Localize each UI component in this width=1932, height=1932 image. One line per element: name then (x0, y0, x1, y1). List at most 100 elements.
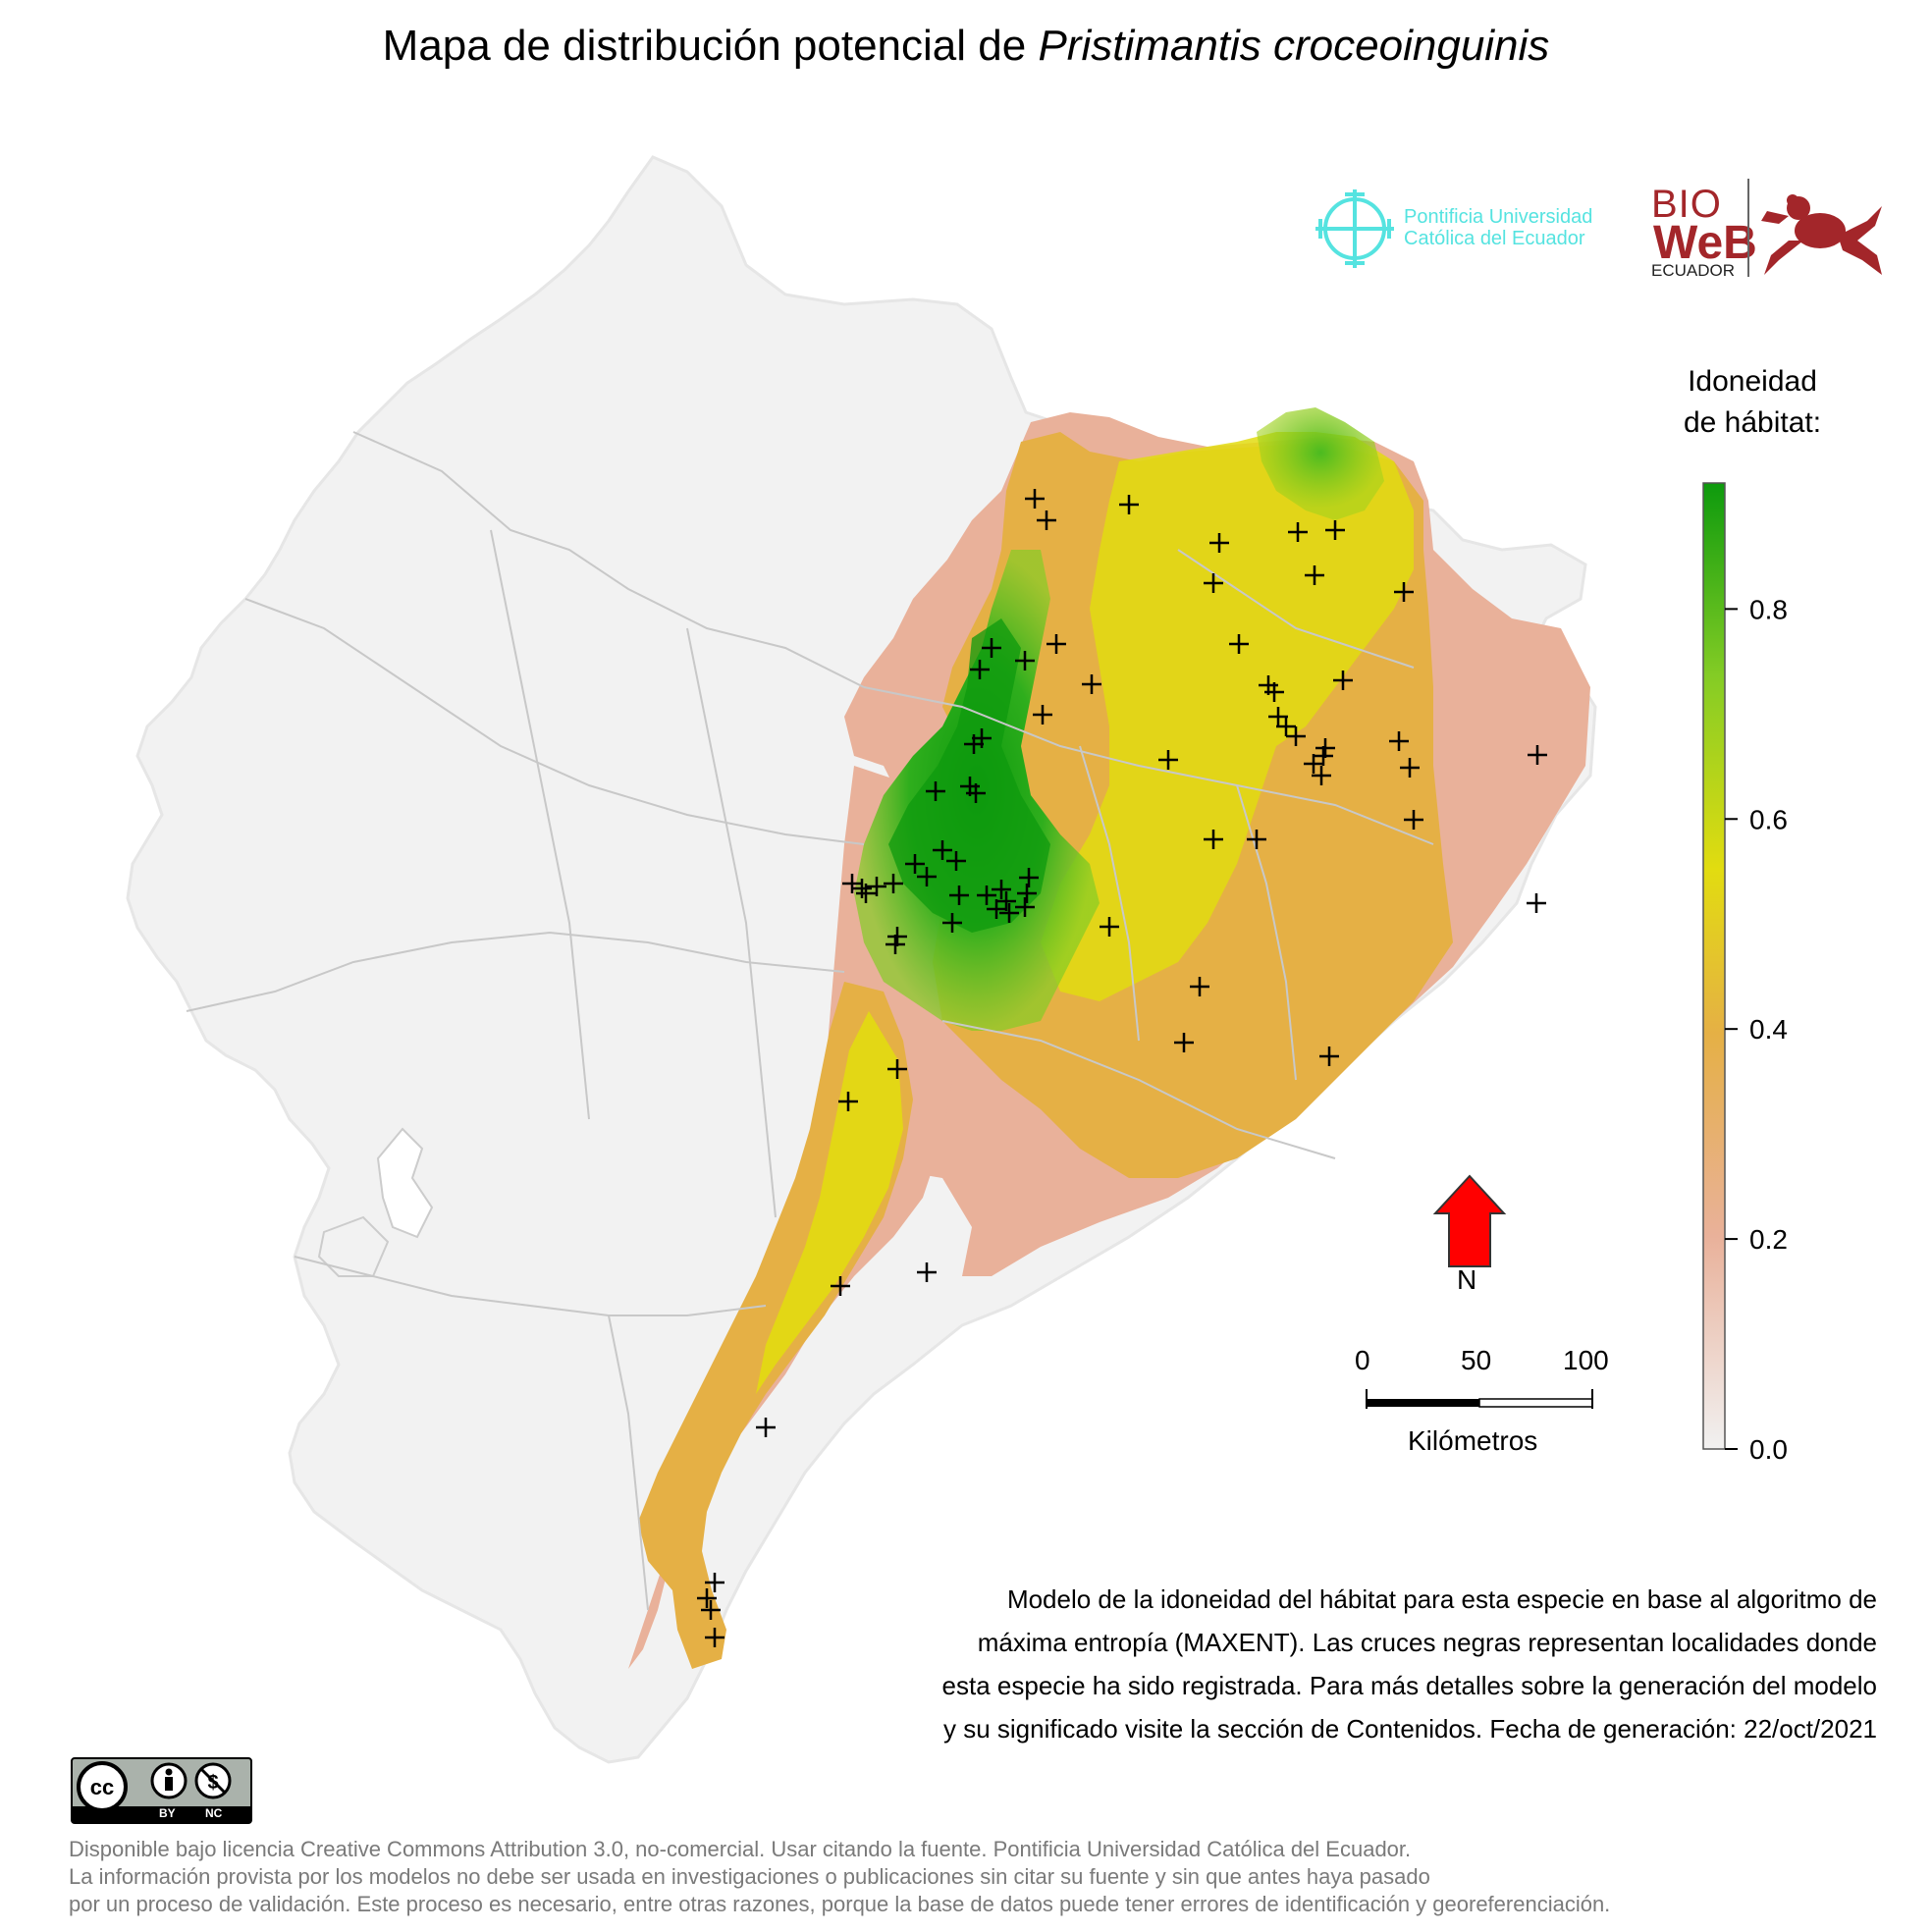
occurrence-cross (705, 1628, 724, 1647)
footer-line1: Disponible bajo licencia Creative Common… (69, 1837, 1412, 1861)
occurrence-cross (905, 854, 925, 874)
occurrence-cross (982, 638, 1001, 658)
occurrence-cross (852, 879, 872, 898)
bioweb-logo: BIO WeB ECUADOR (1639, 179, 1924, 287)
svg-text:cc: cc (90, 1775, 114, 1799)
occurrence-cross (1389, 731, 1409, 751)
puce-emblem-icon (1315, 189, 1394, 268)
occurrence-cross (705, 1573, 724, 1592)
bioweb-logo-line1: BIO (1651, 183, 1722, 226)
map-title-prefix: Mapa de distribución potencial de (382, 22, 1027, 70)
legend-tick-label: 0.6 (1749, 804, 1788, 834)
occurrence-cross (867, 877, 886, 896)
occurrence-cross (949, 886, 969, 905)
occurrence-cross (970, 660, 990, 679)
cc-nc-label: NC (205, 1806, 223, 1820)
map-title: Mapa de distribución potencial de Pristi… (0, 22, 1932, 71)
occurrence-cross (1037, 510, 1056, 530)
occurrence-cross (1528, 745, 1547, 765)
occurrence-cross (1288, 522, 1308, 542)
suitability-green-core-inner (888, 618, 1050, 933)
occurrence-cross (987, 899, 1006, 919)
bioweb-logo-line3: ECUADOR (1651, 261, 1736, 280)
occurrence-cross (964, 734, 984, 754)
legend-title-line2: de hábitat: (1683, 406, 1822, 439)
license-footer: Disponible bajo licencia Creative Common… (69, 1836, 1914, 1918)
occurrence-cross (1314, 746, 1333, 766)
occurrence-cross (1305, 565, 1324, 585)
occurrence-cross (999, 903, 1019, 923)
occurrence-cross (942, 913, 962, 933)
occurrence-cross (1174, 1033, 1194, 1052)
caption-line1: Modelo de la idoneidad del hábitat para … (1006, 1584, 1877, 1614)
scale-tick-50: 50 (1461, 1345, 1492, 1375)
occurrence-cross (1229, 634, 1249, 654)
occurrence-cross (856, 884, 876, 903)
puce-logo-line1: Pontificia Universidad (1404, 206, 1593, 228)
north-arrow-icon (1432, 1174, 1507, 1267)
legend-title-line1: Idoneidad (1688, 365, 1817, 398)
occurrence-cross (966, 783, 986, 803)
legend-tick-label: 0.2 (1749, 1224, 1788, 1255)
occurrence-cross (1264, 682, 1284, 702)
bioweb-divider (1747, 179, 1749, 277)
occurrence-cross (992, 880, 1011, 899)
map-caption: Modelo de la idoneidad del hábitat para … (746, 1578, 1877, 1750)
occurrence-cross (838, 1092, 858, 1111)
occurrence-cross (1527, 893, 1546, 913)
occurrence-cross (886, 935, 905, 954)
occurrence-cross (887, 927, 907, 946)
legend-tick-label: 0.4 (1749, 1014, 1788, 1045)
cc-by-label: BY (159, 1806, 176, 1820)
occurrence-cross (887, 1059, 907, 1079)
occurrence-cross (1015, 897, 1035, 917)
occurrence-cross (1204, 573, 1223, 593)
occurrence-records (697, 489, 1547, 1647)
occurrence-cross (977, 886, 996, 905)
occurrence-cross (842, 874, 862, 893)
occurrence-cross (1286, 726, 1306, 746)
puce-logo: Pontificia Universidad Católica del Ecua… (1311, 185, 1635, 273)
occurrence-cross (1204, 830, 1223, 849)
occurrence-cross (1394, 582, 1414, 602)
footer-line3: por un proceso de validación. Este proce… (69, 1892, 1611, 1916)
occurrence-cross (917, 867, 937, 886)
legend-title: Idoneidad de hábitat: (1659, 361, 1846, 444)
occurrence-cross (1015, 651, 1035, 671)
occurrence-cross (926, 781, 945, 801)
bioweb-logo-line2: WeB (1653, 217, 1757, 269)
occurrence-cross (1158, 750, 1178, 770)
occurrence-cross (1276, 717, 1296, 736)
legend-tick-label: 0.0 (1749, 1434, 1788, 1465)
occurrence-cross (1033, 705, 1052, 724)
occurrence-cross (1017, 884, 1037, 903)
occurrence-cross (701, 1600, 721, 1620)
occurrence-cross (1025, 489, 1045, 509)
occurrence-cross (1100, 917, 1119, 937)
occurrence-cross (831, 1276, 850, 1296)
occurrence-cross (1019, 868, 1039, 887)
occurrence-cross (1209, 533, 1229, 553)
map-title-species: Pristimantis croceoinguinis (1038, 22, 1550, 70)
caption-line3: esta especie ha sido registrada. Para má… (941, 1671, 1877, 1700)
occurrence-cross (1404, 810, 1423, 830)
occurrence-cross (1312, 766, 1331, 785)
occurrence-cross (933, 840, 952, 860)
occurrence-cross (996, 891, 1016, 911)
occurrence-cross (1315, 738, 1335, 758)
occurrence-cross (917, 1262, 937, 1282)
caption-line4: y su significado visite la sección de Co… (942, 1714, 1877, 1744)
creative-commons-icon: cc $ (71, 1757, 252, 1824)
scale-bar (1366, 1389, 1593, 1409)
legend-ticks: 0.8 0.6 0.4 0.2 0.0 (1725, 594, 1788, 1465)
occurrence-cross (884, 874, 903, 893)
occurrence-cross (1333, 671, 1353, 690)
footer-line2: La información provista por los modelos … (69, 1864, 1430, 1889)
occurrence-cross (1325, 520, 1345, 540)
occurrence-cross (1046, 634, 1066, 654)
occurrence-cross (1190, 977, 1209, 996)
occurrence-cross (756, 1418, 776, 1437)
legend-tick-label: 0.8 (1749, 594, 1788, 624)
creative-commons-badge: cc $ BY NC (71, 1757, 252, 1824)
